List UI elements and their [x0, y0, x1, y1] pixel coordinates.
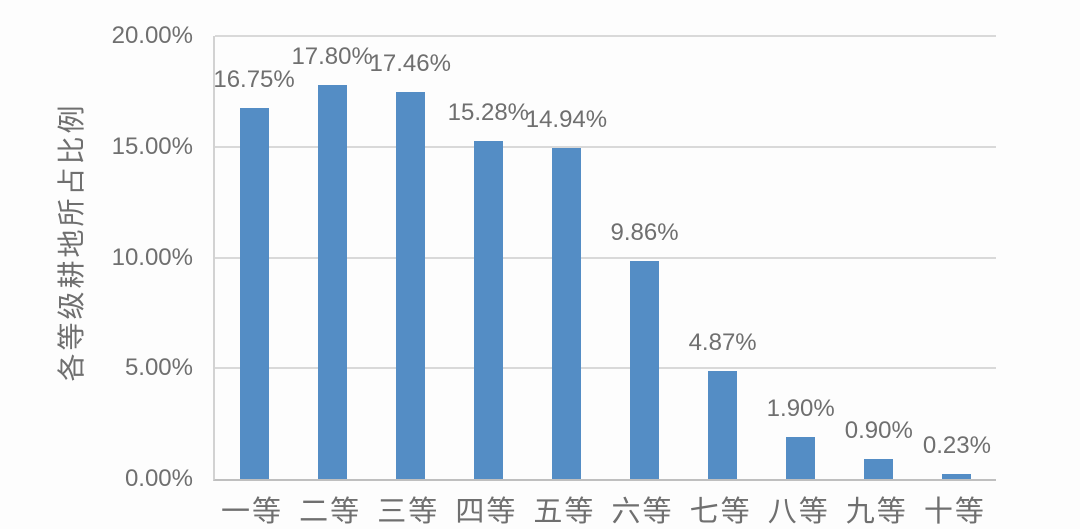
data-label-三等: 17.46%	[369, 50, 451, 78]
bar-一等	[239, 108, 269, 479]
data-label-一等: 16.75%	[213, 66, 295, 93]
data-label-八等: 1.90%	[766, 394, 835, 422]
data-label-四等: 15.28%	[447, 98, 530, 126]
data-label-六等: 9.86%	[610, 218, 679, 246]
x-label-二等: 二等	[299, 496, 362, 528]
x-label-七等: 七等	[689, 496, 752, 528]
bar-slot-四等: 15.28%	[447, 36, 530, 479]
gridline-15	[215, 145, 996, 148]
data-label-十等: 0.23%	[922, 431, 991, 459]
x-label-九等: 九等	[845, 496, 908, 528]
bar-六等	[630, 260, 660, 479]
plot-area: 16.75% 17.80% 17.46% 15.28% 14.94% 9.86% 4.87%…	[213, 35, 996, 481]
bar-slot-一等: 16.75%	[213, 36, 295, 479]
bar-slot-九等: 0.90%	[840, 36, 918, 479]
bar-五等	[551, 148, 581, 479]
bar-十等	[942, 473, 972, 479]
x-label-八等: 八等	[767, 496, 830, 528]
bar-八等	[786, 436, 816, 479]
data-label-七等: 4.87%	[688, 329, 757, 357]
y-tick-label: 15.00%	[111, 132, 193, 160]
x-axis-labels: 一等 二等 三等 四等 五等 六等 七等 八等 九等 十等	[213, 488, 994, 529]
bar-slot-二等: 17.80%	[291, 36, 373, 479]
x-label-一等: 一等	[221, 496, 284, 528]
bar-slot-六等: 9.86%	[605, 36, 683, 479]
bar-三等	[395, 92, 425, 479]
y-tick-label: 10.00%	[111, 243, 193, 271]
gridline-20	[215, 35, 996, 37]
x-label-四等: 四等	[455, 496, 518, 528]
data-label-二等: 17.80%	[291, 42, 373, 70]
bar-slot-五等: 14.94%	[525, 36, 608, 479]
bar-series: 16.75% 17.80% 17.46% 15.28% 14.94% 9.86% 4.87%…	[213, 36, 996, 479]
x-label-六等: 六等	[611, 496, 674, 528]
gridline-5	[215, 367, 996, 370]
y-axis-tick-labels: 0.00% 5.00% 10.00% 15.00% 20.00%	[0, 22, 193, 492]
data-label-五等: 14.94%	[525, 106, 608, 134]
y-tick-label: 5.00%	[124, 354, 193, 382]
y-tick-label: 0.00%	[124, 465, 193, 492]
bar-四等	[473, 140, 503, 479]
bar-七等	[708, 371, 738, 479]
gridline-10	[215, 256, 996, 259]
bar-slot-三等: 17.46%	[369, 36, 451, 479]
y-tick-label: 20.00%	[111, 22, 193, 49]
bar-slot-七等: 4.87%	[684, 36, 762, 479]
x-label-三等: 三等	[377, 496, 440, 528]
bar-slot-十等: 0.23%	[918, 36, 996, 479]
x-label-十等: 十等	[923, 496, 986, 528]
bar-slot-八等: 1.90%	[762, 36, 840, 479]
x-label-五等: 五等	[533, 496, 596, 528]
bar-二等	[317, 84, 347, 479]
data-label-九等: 0.90%	[844, 417, 913, 445]
bar-九等	[864, 459, 894, 479]
